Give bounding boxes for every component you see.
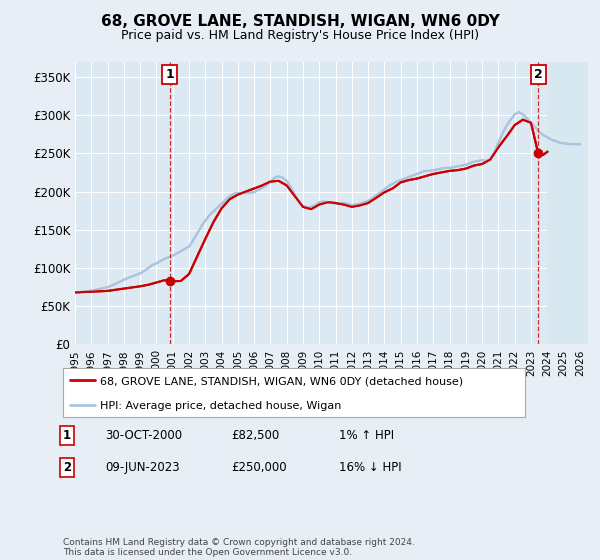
Text: 2: 2 [63, 461, 71, 474]
Text: 1: 1 [63, 429, 71, 442]
Bar [547, 62, 588, 344]
Text: 1: 1 [166, 68, 175, 81]
Text: HPI: Average price, detached house, Wigan: HPI: Average price, detached house, Wiga… [100, 402, 341, 412]
Text: 09-JUN-2023: 09-JUN-2023 [105, 461, 179, 474]
Text: £250,000: £250,000 [231, 461, 287, 474]
Text: 68, GROVE LANE, STANDISH, WIGAN, WN6 0DY: 68, GROVE LANE, STANDISH, WIGAN, WN6 0DY [101, 14, 499, 29]
Text: 30-OCT-2000: 30-OCT-2000 [105, 429, 182, 442]
Text: 1% ↑ HPI: 1% ↑ HPI [339, 429, 394, 442]
Text: Contains HM Land Registry data © Crown copyright and database right 2024.
This d: Contains HM Land Registry data © Crown c… [63, 538, 415, 557]
Text: 16% ↓ HPI: 16% ↓ HPI [339, 461, 401, 474]
Text: 68, GROVE LANE, STANDISH, WIGAN, WN6 0DY (detached house): 68, GROVE LANE, STANDISH, WIGAN, WN6 0DY… [100, 377, 463, 387]
Text: Price paid vs. HM Land Registry's House Price Index (HPI): Price paid vs. HM Land Registry's House … [121, 29, 479, 42]
Text: £82,500: £82,500 [231, 429, 279, 442]
Text: 2: 2 [534, 68, 542, 81]
